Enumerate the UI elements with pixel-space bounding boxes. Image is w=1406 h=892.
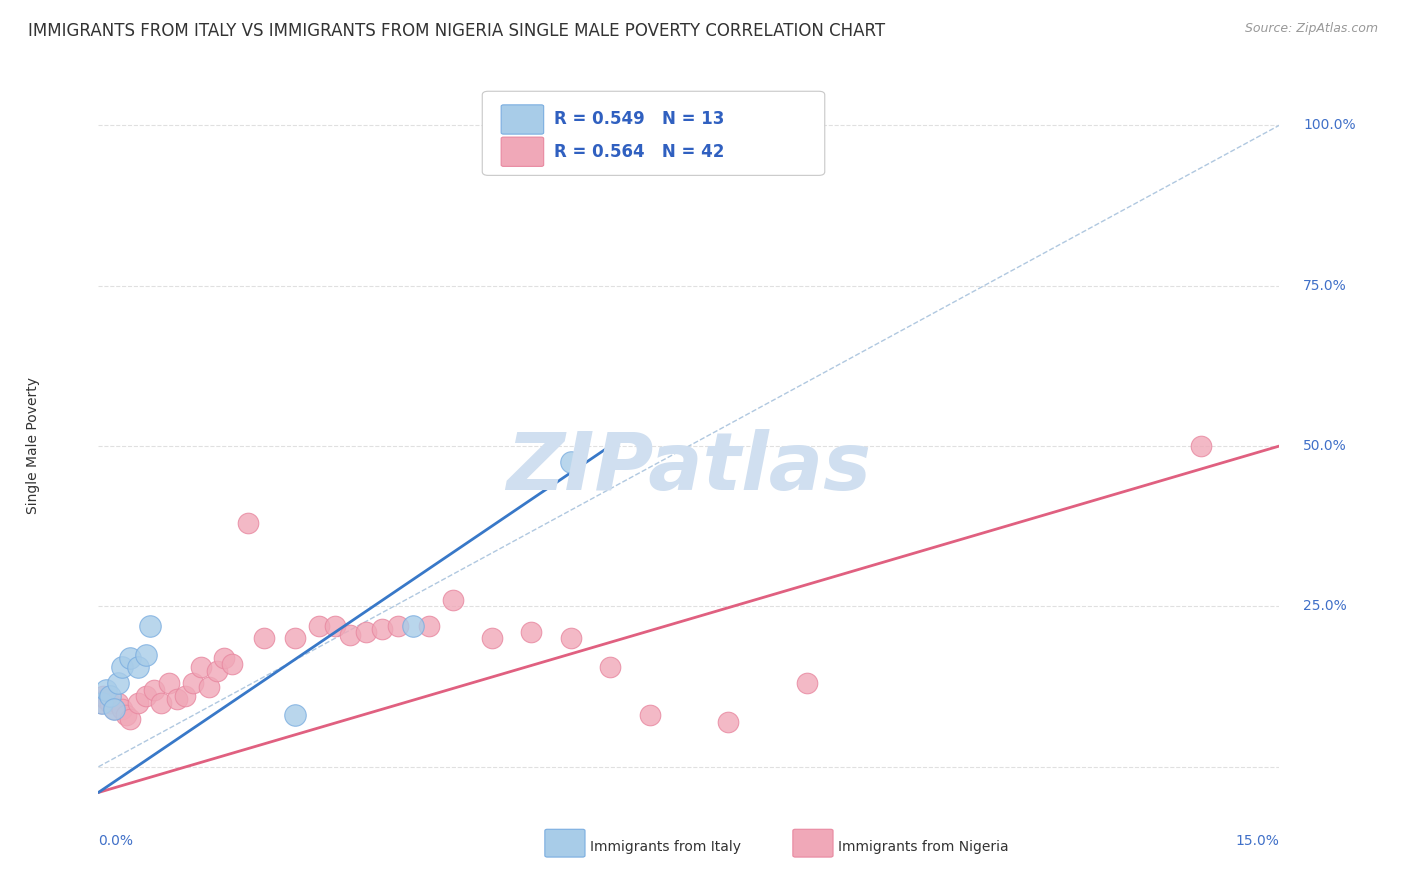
Point — [339, 628, 361, 642]
Point — [138, 618, 160, 632]
Point — [221, 657, 243, 672]
Point — [560, 632, 582, 646]
Text: 100.0%: 100.0% — [1303, 119, 1355, 132]
Text: 75.0%: 75.0% — [1303, 278, 1347, 293]
Point — [354, 625, 377, 640]
Text: Source: ZipAtlas.com: Source: ZipAtlas.com — [1244, 22, 1378, 36]
Point — [107, 696, 129, 710]
Point — [135, 648, 157, 662]
Point — [599, 660, 621, 674]
Point — [236, 516, 259, 530]
Point — [135, 690, 157, 704]
Point — [638, 708, 661, 723]
Point — [387, 618, 409, 632]
Point — [560, 455, 582, 469]
Text: IMMIGRANTS FROM ITALY VS IMMIGRANTS FROM NIGERIA SINGLE MALE POVERTY CORRELATION: IMMIGRANTS FROM ITALY VS IMMIGRANTS FROM… — [28, 22, 886, 40]
FancyBboxPatch shape — [501, 105, 544, 134]
FancyBboxPatch shape — [501, 137, 544, 167]
Point — [118, 650, 141, 665]
FancyBboxPatch shape — [793, 830, 832, 857]
Text: R = 0.549   N = 13: R = 0.549 N = 13 — [554, 111, 724, 128]
Point — [90, 696, 112, 710]
Point — [371, 622, 394, 636]
Point — [323, 618, 346, 632]
Point — [115, 708, 138, 723]
Point — [91, 696, 114, 710]
Point — [150, 696, 173, 710]
Point — [107, 676, 129, 690]
Point — [717, 714, 740, 729]
Text: 15.0%: 15.0% — [1236, 834, 1279, 847]
Point — [166, 692, 188, 706]
Point — [103, 702, 125, 716]
Text: 50.0%: 50.0% — [1303, 439, 1347, 453]
Point — [284, 632, 307, 646]
Point — [96, 692, 118, 706]
Point — [1189, 439, 1212, 453]
Point — [118, 712, 141, 726]
Point — [96, 682, 118, 697]
Point — [481, 632, 503, 646]
Point — [654, 118, 676, 132]
Text: R = 0.564   N = 42: R = 0.564 N = 42 — [554, 143, 724, 161]
Point — [111, 660, 134, 674]
Point — [127, 696, 149, 710]
Point — [190, 660, 212, 674]
Point — [103, 702, 125, 716]
Point — [174, 690, 197, 704]
Text: Single Male Poverty: Single Male Poverty — [27, 377, 41, 515]
Point — [127, 660, 149, 674]
Point — [796, 676, 818, 690]
Point — [214, 650, 236, 665]
Text: 0.0%: 0.0% — [98, 834, 134, 847]
Point — [520, 625, 543, 640]
Text: ZIPatlas: ZIPatlas — [506, 429, 872, 507]
Point — [142, 682, 165, 697]
Point — [98, 690, 121, 704]
Text: Immigrants from Nigeria: Immigrants from Nigeria — [838, 840, 1008, 854]
Point — [98, 696, 121, 710]
Point — [418, 618, 440, 632]
Text: 25.0%: 25.0% — [1303, 599, 1347, 614]
Point — [181, 676, 204, 690]
Point — [402, 618, 425, 632]
Point — [441, 593, 464, 607]
Point — [205, 664, 228, 678]
Point — [157, 676, 180, 690]
Point — [253, 632, 276, 646]
Point — [91, 690, 114, 704]
Point — [308, 618, 330, 632]
FancyBboxPatch shape — [482, 91, 825, 176]
Point — [197, 680, 219, 694]
FancyBboxPatch shape — [546, 830, 585, 857]
Text: Immigrants from Italy: Immigrants from Italy — [589, 840, 741, 854]
Point — [284, 708, 307, 723]
Point — [111, 702, 134, 716]
